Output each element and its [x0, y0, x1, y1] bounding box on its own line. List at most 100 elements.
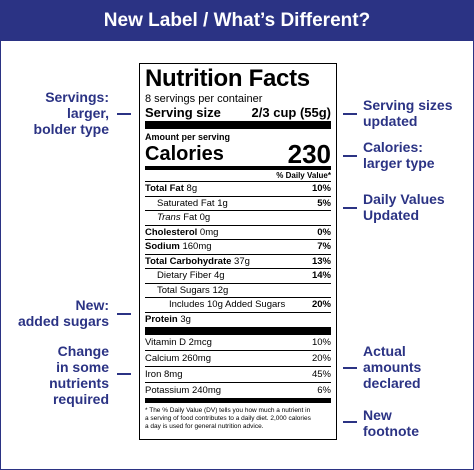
nutrient-name: Includes 10g Added Sugars [169, 299, 286, 310]
annotation-footnote: New footnote [363, 407, 474, 439]
serving-size-row: Serving size 2/3 cup (55g) [145, 105, 331, 120]
daily-value-header: % Daily Value* [145, 170, 331, 182]
vitamin-dv: 20% [311, 353, 331, 364]
nutrient-dv: 5% [317, 197, 331, 209]
nutrient-row-total-fat: Total Fat 8g 10% [145, 182, 331, 197]
nutrient-amount: 3g [177, 313, 191, 325]
thick-divider [145, 121, 331, 129]
nutrient-row-saturated-fat: Saturated Fat 1g 5% [145, 197, 331, 211]
annotation-line: Servings: [45, 89, 109, 105]
nutrient-row-sodium: Sodium 160mg 7% [145, 240, 331, 255]
nutrient-name: Total Sugars 12g [157, 284, 229, 296]
annotation-line: declared [363, 375, 421, 391]
vitamin-dv: 45% [311, 369, 331, 380]
annotation-line: Change [57, 343, 109, 359]
nutrient-row-trans-fat: Trans Fat 0g [145, 211, 331, 226]
annotation-connector [117, 113, 131, 115]
vitamin-row-calcium: Calcium 260mg 20% [145, 351, 331, 367]
nutrition-facts-label: Nutrition Facts 8 servings per container… [139, 63, 337, 440]
annotation-line: nutrients [49, 375, 109, 391]
thick-divider [145, 327, 331, 335]
annotation-calories: Calories: larger type [363, 139, 474, 171]
footnote-line: a day is used for general nutrition advi… [145, 423, 264, 430]
amount-per-serving: Amount per serving [145, 132, 231, 142]
annotation-servings: Servings: larger, bolder type [9, 89, 109, 137]
nutrient-name-italic: Trans [157, 212, 181, 223]
annotation-line: New: [75, 297, 109, 313]
label-title: Nutrition Facts [145, 65, 310, 92]
calories-label: Calories [145, 143, 224, 165]
vitamin-row-potassium: Potassium 240mg 6% [145, 383, 331, 399]
annotation-line: Serving sizes [363, 97, 453, 113]
vitamin-row-iron: Iron 8mg 45% [145, 367, 331, 383]
nutrient-row-added-sugars: Includes 10g Added Sugars 20% [145, 298, 331, 313]
annotation-line: Calories: [363, 139, 423, 155]
vitamin-dv: 10% [311, 337, 331, 348]
footnote-line: a serving of food contributes to a daily… [145, 415, 311, 422]
vitamin-name: Iron 8mg [145, 369, 183, 380]
vitamin-name: Vitamin D 2mcg [145, 337, 212, 348]
nutrient-dv: 13% [311, 255, 331, 267]
annotation-nutrients-required: Change in some nutrients required [9, 343, 109, 407]
annotation-connector [117, 313, 131, 315]
annotation-connector [343, 155, 357, 157]
footnote: * The % Daily Value (DV) tells you how m… [145, 407, 331, 431]
vitamin-row-vitamin-d: Vitamin D 2mcg 10% [145, 335, 331, 351]
footnote-line: * The % Daily Value (DV) tells you how m… [145, 407, 311, 414]
annotation-line: amounts [363, 359, 422, 375]
annotation-line: New [363, 407, 392, 423]
nutrient-dv: 7% [317, 241, 331, 252]
nutrient-row-total-carbohydrate: Total Carbohydrate 37g 13% [145, 255, 331, 269]
nutrient-name: Saturated Fat 1g [157, 197, 228, 209]
nutrient-amount: 0mg [197, 226, 219, 238]
annotation-line: required [52, 391, 109, 407]
nutrient-row-protein: Protein 3g [145, 313, 331, 327]
vitamin-name: Potassium 240mg [145, 385, 222, 396]
annotation-line: footnote [363, 423, 419, 439]
annotation-connector [343, 421, 357, 423]
nutrient-name: Dietary Fiber 4g [157, 270, 225, 281]
medium-divider [145, 166, 331, 170]
annotation-line: Updated [363, 207, 419, 223]
nutrient-dv: 20% [311, 299, 331, 310]
nutrient-name: Fat 0g [180, 212, 211, 223]
nutrient-name: Total Carbohydrate [145, 255, 232, 267]
nutrient-dv: 0% [317, 226, 331, 238]
nutrient-amount: 160mg [179, 241, 212, 252]
medium-divider [145, 399, 331, 403]
annotation-line: Daily Values [363, 191, 445, 207]
nutrient-row-total-sugars: Total Sugars 12g [145, 284, 331, 298]
annotation-line: added sugars [17, 313, 109, 329]
nutrient-name: Sodium [145, 241, 180, 252]
annotation-line: Actual [363, 343, 406, 359]
nutrient-amount: 37g [231, 255, 250, 267]
vitamin-name: Calcium 260mg [145, 353, 211, 364]
annotation-connector [343, 367, 357, 369]
annotation-added-sugars: New: added sugars [9, 297, 109, 329]
annotation-line: updated [363, 113, 418, 129]
nutrient-row-cholesterol: Cholesterol 0mg 0% [145, 226, 331, 240]
nutrient-row-dietary-fiber: Dietary Fiber 4g 14% [145, 269, 331, 284]
annotation-serving-sizes: Serving sizes updated [363, 97, 474, 129]
annotation-connector [117, 373, 131, 375]
annotation-daily-values: Daily Values Updated [363, 191, 474, 223]
calories-row: Calories 230 [145, 139, 331, 169]
serving-size-label: Serving size [145, 105, 221, 120]
annotation-line: larger, [66, 105, 109, 121]
annotation-connector [343, 207, 357, 209]
nutrient-name: Protein [145, 313, 178, 325]
nutrient-dv: 10% [311, 183, 331, 194]
nutrient-dv: 14% [311, 270, 331, 281]
calories-value: 230 [287, 139, 331, 169]
header-title: New Label / What’s Different? [1, 1, 473, 41]
annotation-line: in some [56, 359, 109, 375]
serving-size-value: 2/3 cup (55g) [251, 105, 331, 120]
nutrient-amount: 8g [183, 183, 198, 194]
nutrient-name: Cholesterol [145, 226, 198, 238]
servings-per-container: 8 servings per container [145, 93, 263, 105]
annotation-actual-amounts: Actual amounts declared [363, 343, 474, 391]
annotation-line: larger type [363, 155, 435, 171]
vitamin-dv: 6% [317, 385, 331, 396]
annotation-line: bolder type [33, 121, 109, 137]
